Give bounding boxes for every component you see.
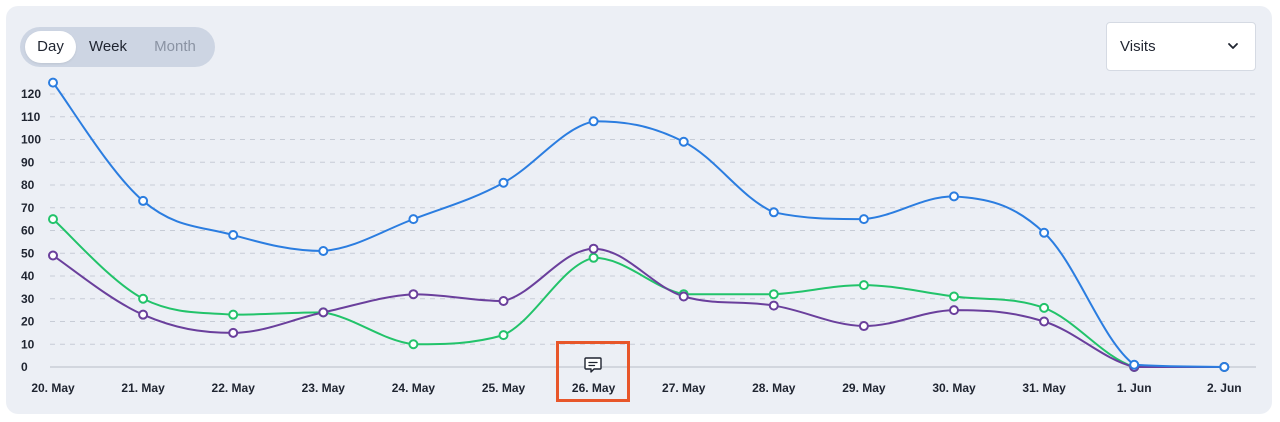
data-point[interactable] xyxy=(768,289,779,300)
data-point[interactable] xyxy=(1219,362,1230,372)
week-tab[interactable]: Week xyxy=(88,38,128,55)
data-point[interactable] xyxy=(498,296,509,307)
data-point[interactable] xyxy=(858,321,869,332)
data-point[interactable] xyxy=(318,245,329,256)
y-tick-label: 100 xyxy=(21,133,41,147)
x-tick-label: 2. Jun xyxy=(1207,381,1242,395)
data-point[interactable] xyxy=(858,280,869,291)
month-tab[interactable]: Month xyxy=(154,38,196,55)
x-tick-label: 27. May xyxy=(662,381,706,395)
data-point[interactable] xyxy=(949,305,959,316)
data-point[interactable] xyxy=(408,339,419,350)
chart-panel xyxy=(6,6,1272,414)
data-point[interactable] xyxy=(768,207,779,218)
data-point[interactable] xyxy=(949,291,959,302)
x-tick-label: 29. May xyxy=(842,381,886,395)
y-tick-label: 110 xyxy=(21,110,41,124)
y-tick-label: 120 xyxy=(21,87,41,101)
comment-icon[interactable] xyxy=(583,355,603,375)
data-point[interactable] xyxy=(1129,359,1140,370)
y-tick-label: 20 xyxy=(21,315,35,329)
y-axis-ticks: 0 10 20 30 40 50 60 70 80 90 100 110 120 xyxy=(21,87,41,374)
data-point[interactable] xyxy=(678,291,689,302)
data-point[interactable] xyxy=(48,250,58,261)
range-toggle: Day Week Month xyxy=(20,27,215,67)
data-point[interactable] xyxy=(138,309,149,320)
y-tick-label: 30 xyxy=(21,292,35,306)
metric-select-value: Visits xyxy=(1120,38,1156,55)
y-tick-label: 70 xyxy=(21,201,35,215)
data-point[interactable] xyxy=(588,252,599,263)
data-point[interactable] xyxy=(678,136,689,147)
series-line xyxy=(52,218,1225,369)
x-tick-label: 28. May xyxy=(752,381,796,395)
data-point[interactable] xyxy=(48,77,58,88)
data-point[interactable] xyxy=(498,177,509,188)
metric-select[interactable]: Visits xyxy=(1106,22,1256,71)
data-point[interactable] xyxy=(138,293,149,304)
data-point[interactable] xyxy=(228,309,239,320)
x-tick-label: 25. May xyxy=(482,381,526,395)
data-point[interactable] xyxy=(588,116,599,127)
data-point[interactable] xyxy=(228,327,239,338)
x-tick-label: 24. May xyxy=(392,381,436,395)
data-point[interactable] xyxy=(318,307,329,318)
data-point[interactable] xyxy=(1039,227,1050,238)
chevron-down-icon xyxy=(1228,43,1238,49)
y-tick-label: 80 xyxy=(21,178,35,192)
x-axis-ticks: 20. May 21. May 22. May 23. May 24. May 25. M… xyxy=(31,381,1241,395)
data-point[interactable] xyxy=(138,195,149,206)
data-point[interactable] xyxy=(408,289,419,300)
data-point[interactable] xyxy=(228,230,239,241)
x-tick-label: 23. May xyxy=(302,381,346,395)
y-tick-label: 40 xyxy=(21,269,35,283)
chart-grid xyxy=(50,93,1256,368)
data-point[interactable] xyxy=(588,243,599,254)
y-tick-label: 10 xyxy=(21,337,35,351)
y-tick-label: 0 xyxy=(21,360,28,374)
data-point[interactable] xyxy=(768,300,779,311)
data-point[interactable] xyxy=(1039,302,1050,313)
y-tick-label: 90 xyxy=(21,155,35,169)
y-tick-label: 60 xyxy=(21,224,35,238)
series-line xyxy=(52,82,1225,368)
data-point[interactable] xyxy=(858,214,869,225)
chart-series xyxy=(48,77,1230,372)
data-point[interactable] xyxy=(1039,316,1050,327)
x-tick-label: 26. May xyxy=(572,381,616,395)
series-line xyxy=(52,247,1225,369)
x-tick-label: 30. May xyxy=(932,381,976,395)
data-point[interactable] xyxy=(48,214,58,225)
y-tick-label: 50 xyxy=(21,246,35,260)
x-tick-label: 1. Jun xyxy=(1117,381,1152,395)
x-tick-label: 21. May xyxy=(121,381,165,395)
data-point[interactable] xyxy=(408,214,419,225)
x-tick-label: 20. May xyxy=(31,381,75,395)
data-point[interactable] xyxy=(949,191,959,202)
x-tick-label: 22. May xyxy=(212,381,256,395)
annotation-highlight xyxy=(556,341,630,402)
x-tick-label: 31. May xyxy=(1022,381,1066,395)
day-tab[interactable]: Day xyxy=(25,31,76,63)
data-point[interactable] xyxy=(498,330,509,341)
